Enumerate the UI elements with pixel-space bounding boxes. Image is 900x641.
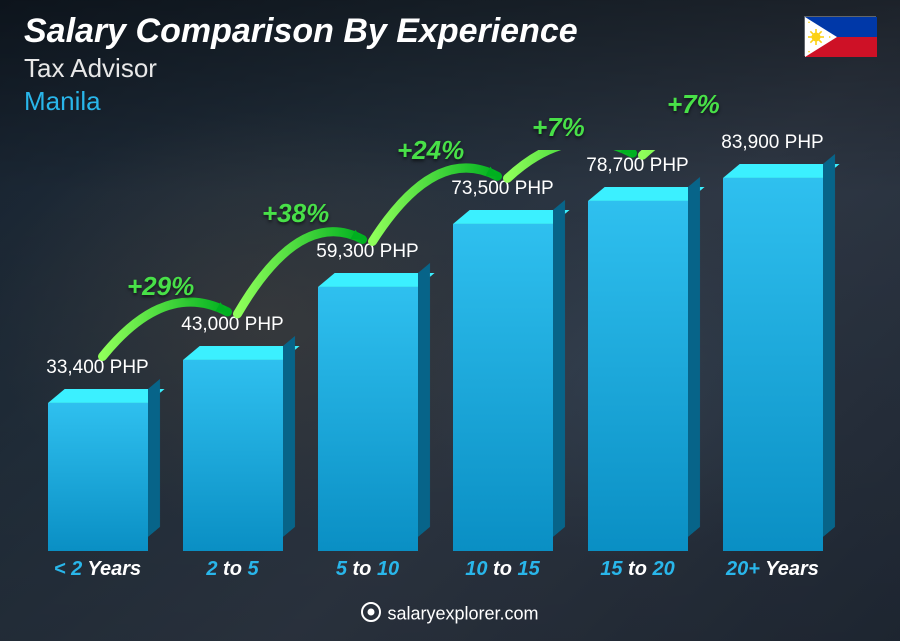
bar-4: 78,700 PHP [570,201,705,551]
bar-1: 43,000 PHP [165,360,300,551]
category-label-2: 5 to 10 [300,558,435,581]
chart-title: Salary Comparison By Experience [24,12,876,51]
bar-2: 59,300 PHP [300,287,435,551]
bars-container: 33,400 PHP 43,000 PHP 59,300 PHP 73,500 … [30,150,840,551]
bar-value-label: 73,500 PHP [433,178,573,200]
category-labels: < 2 Years2 to 55 to 1010 to 1515 to 2020… [30,558,840,581]
footer-text: salaryexplorer.com [387,603,538,623]
bar-value-label: 33,400 PHP [28,357,168,379]
bar-value-label: 43,000 PHP [163,314,303,336]
bar-3: 73,500 PHP [435,224,570,551]
flag-icon [805,17,877,57]
bar-value-label: 59,300 PHP [298,241,438,263]
flag-philippines [804,16,876,56]
category-label-3: 10 to 15 [435,558,570,581]
bar-value-label: 83,900 PHP [703,132,843,154]
chart-header: Salary Comparison By Experience Tax Advi… [24,12,876,117]
bar-chart: 33,400 PHP 43,000 PHP 59,300 PHP 73,500 … [30,150,840,581]
chart-location: Manila [24,86,876,117]
category-label-0: < 2 Years [30,558,165,581]
category-label-4: 15 to 20 [570,558,705,581]
chart-subtitle: Tax Advisor [24,53,876,84]
category-label-5: 20+ Years [705,558,840,581]
footer: salaryexplorer.com [0,602,900,627]
bar-0: 33,400 PHP [30,403,165,551]
salaryexplorer-logo-icon [361,602,381,627]
bar-value-label: 78,700 PHP [568,155,708,177]
bar-5: 83,900 PHP [705,178,840,551]
category-label-1: 2 to 5 [165,558,300,581]
